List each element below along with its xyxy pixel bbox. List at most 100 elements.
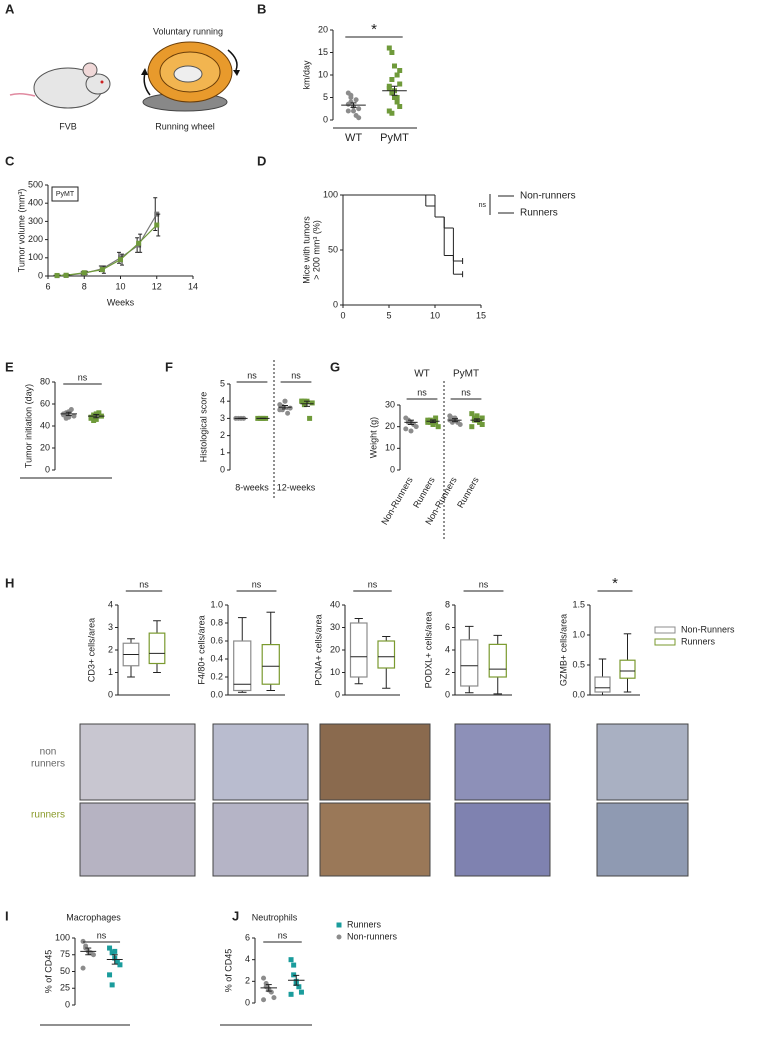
arrow-head [233, 70, 240, 76]
legend-swatch [654, 626, 676, 634]
y-tick-label: 40 [330, 599, 340, 609]
y-tick-label: 1.0 [572, 629, 585, 639]
point [336, 922, 342, 928]
point [386, 83, 392, 89]
point [109, 950, 115, 956]
point [80, 965, 86, 971]
legend-swatch [654, 638, 676, 646]
y-tick-label: 300 [28, 216, 43, 226]
x-tick-label: 12 [152, 281, 162, 291]
point [93, 411, 99, 417]
point [118, 257, 123, 263]
y-tick-label: 1 [220, 447, 225, 457]
y-tick-label: 2 [108, 644, 113, 654]
point [66, 409, 72, 415]
micrograph [454, 802, 551, 877]
panel-letter: A [5, 1, 15, 16]
point [271, 995, 277, 1001]
point [457, 422, 463, 427]
legend-label: Non-runners [347, 931, 398, 941]
y-tick-label: 0 [245, 997, 250, 1007]
significance-label: ns [78, 372, 88, 382]
point [469, 411, 475, 417]
point [394, 72, 400, 78]
point [353, 97, 359, 103]
y-tick-label: 100 [323, 189, 338, 199]
panel-letter: H [5, 575, 14, 590]
group-label: WT [414, 369, 430, 380]
x-tick-label: WT [345, 132, 362, 144]
y-tick-label: 2 [445, 667, 450, 677]
point [54, 272, 60, 278]
panel-letter: F [165, 359, 173, 374]
point [309, 400, 315, 406]
chart-title: Neutrophils [252, 912, 298, 922]
y-tick-label: 1.5 [572, 599, 585, 609]
y-tick-label: 80 [40, 376, 50, 386]
point [425, 419, 431, 425]
y-tick-label: 1 [108, 667, 113, 677]
micrograph [212, 723, 309, 801]
box [233, 640, 252, 692]
y-axis-label: Mice with tumors [301, 216, 311, 284]
point [91, 412, 97, 418]
y-tick-label: 10 [318, 69, 328, 79]
point [263, 981, 269, 986]
y-tick-label: 4 [245, 954, 250, 964]
micrograph [319, 802, 431, 877]
x-tick-label: PyMT [380, 132, 409, 144]
y-tick-label: 500 [28, 179, 43, 189]
panel-letter: D [257, 153, 266, 168]
box [261, 643, 280, 685]
y-tick-label: 20 [385, 421, 395, 431]
point [348, 92, 354, 98]
y-tick-label: 3 [220, 413, 225, 423]
y-tick-label: 15 [318, 47, 328, 57]
point [392, 95, 397, 100]
point [277, 402, 283, 408]
arrow [227, 49, 238, 71]
panel-letter: J [232, 908, 239, 923]
y-tick-label: 10 [330, 667, 340, 677]
row-label: non [40, 747, 57, 758]
y-tick-label: 0.6 [210, 635, 223, 645]
legend-label: Runners [681, 636, 716, 646]
point [389, 50, 395, 55]
y-tick-label: 0 [220, 464, 225, 474]
box [594, 676, 611, 693]
y-axis-label: PCNA+ cells/area [313, 614, 323, 685]
series-line [57, 224, 158, 277]
point [288, 957, 294, 963]
point [296, 984, 302, 990]
y-axis-label: Tumor volume (mm³) [16, 189, 26, 273]
point [351, 108, 356, 114]
point [93, 416, 99, 422]
mouse-in-wheel [173, 65, 203, 83]
y-tick-label: 0 [323, 114, 328, 124]
box [619, 659, 636, 679]
point [348, 99, 354, 105]
micrograph [79, 802, 196, 877]
x-tick-label: 14 [188, 281, 198, 291]
x-axis-label: Weeks [107, 297, 135, 307]
box [460, 639, 479, 687]
y-tick-label: 20 [330, 644, 340, 654]
y-tick-label: 20 [40, 442, 50, 452]
x-tick-label: 6 [45, 281, 50, 291]
point [392, 63, 397, 69]
y-tick-label: 0.0 [210, 689, 223, 699]
y-tick-label: 75 [60, 949, 70, 959]
panel-letter: I [5, 908, 9, 923]
group-label: PyMT [453, 369, 479, 380]
point [301, 402, 307, 408]
point [282, 398, 288, 404]
point [114, 958, 120, 964]
y-tick-label: 30 [330, 622, 340, 632]
y-tick-label: 0 [108, 689, 113, 699]
micrograph [79, 723, 196, 801]
group-label: 8-weeks [235, 482, 269, 492]
point [298, 989, 304, 995]
mouse-ear [82, 62, 98, 78]
y-tick-label: 10 [385, 443, 395, 453]
